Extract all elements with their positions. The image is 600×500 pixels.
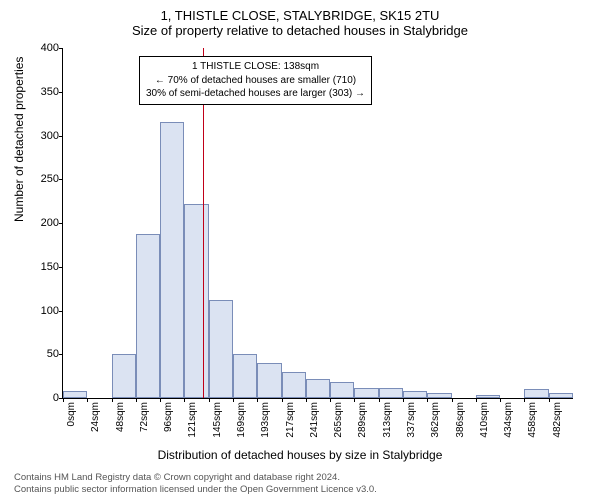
footer-attribution: Contains HM Land Registry data © Crown c… bbox=[14, 472, 377, 496]
x-tick-label: 458sqm bbox=[527, 402, 538, 438]
x-tick-mark bbox=[257, 398, 258, 402]
x-tick-label: 337sqm bbox=[406, 402, 417, 438]
x-tick-label: 72sqm bbox=[139, 402, 150, 432]
y-tick-mark bbox=[59, 92, 63, 93]
x-tick-mark bbox=[136, 398, 137, 402]
histogram-bar bbox=[282, 372, 306, 398]
x-tick-mark bbox=[354, 398, 355, 402]
histogram-bar bbox=[209, 300, 233, 398]
x-tick-label: 289sqm bbox=[357, 402, 368, 438]
x-tick-mark bbox=[403, 398, 404, 402]
x-tick-mark bbox=[549, 398, 550, 402]
histogram-bar bbox=[136, 234, 160, 399]
y-tick-label: 200 bbox=[19, 217, 59, 229]
y-tick-label: 150 bbox=[19, 261, 59, 273]
plot-area: 0501001502002503003504000sqm24sqm48sqm72… bbox=[62, 48, 572, 398]
histogram-bar bbox=[160, 122, 184, 398]
y-tick-label: 300 bbox=[19, 130, 59, 142]
x-tick-label: 121sqm bbox=[187, 402, 198, 438]
x-tick-mark bbox=[112, 398, 113, 402]
x-tick-mark bbox=[63, 398, 64, 402]
histogram-bar bbox=[330, 382, 354, 398]
histogram-bar bbox=[306, 379, 330, 398]
x-tick-label: 145sqm bbox=[212, 402, 223, 438]
histogram-bar bbox=[403, 391, 427, 398]
x-tick-label: 0sqm bbox=[66, 402, 77, 426]
footer-line1: Contains HM Land Registry data © Crown c… bbox=[14, 472, 377, 484]
histogram-bar bbox=[379, 388, 403, 399]
x-tick-mark bbox=[233, 398, 234, 402]
y-tick-label: 350 bbox=[19, 86, 59, 98]
y-tick-mark bbox=[59, 136, 63, 137]
y-tick-label: 400 bbox=[19, 42, 59, 54]
annotation-box: 1 THISTLE CLOSE: 138sqm← 70% of detached… bbox=[139, 56, 372, 105]
histogram-bar bbox=[549, 393, 573, 398]
x-tick-label: 313sqm bbox=[382, 402, 393, 438]
x-tick-label: 96sqm bbox=[163, 402, 174, 432]
y-tick-label: 0 bbox=[19, 392, 59, 404]
annotation-line: ← 70% of detached houses are smaller (71… bbox=[146, 74, 365, 88]
footer-line2: Contains public sector information licen… bbox=[14, 484, 377, 496]
x-tick-mark bbox=[184, 398, 185, 402]
x-tick-mark bbox=[306, 398, 307, 402]
y-tick-mark bbox=[59, 354, 63, 355]
x-tick-mark bbox=[87, 398, 88, 402]
chart-container: 1, THISTLE CLOSE, STALYBRIDGE, SK15 2TU … bbox=[0, 0, 600, 500]
y-tick-label: 250 bbox=[19, 173, 59, 185]
x-tick-mark bbox=[500, 398, 501, 402]
x-tick-label: 193sqm bbox=[260, 402, 271, 438]
histogram-bar bbox=[354, 388, 378, 399]
annotation-line: 1 THISTLE CLOSE: 138sqm bbox=[146, 60, 365, 74]
x-tick-label: 241sqm bbox=[309, 402, 320, 438]
x-tick-label: 265sqm bbox=[333, 402, 344, 438]
histogram-bar bbox=[63, 391, 87, 398]
x-tick-label: 217sqm bbox=[285, 402, 296, 438]
x-tick-mark bbox=[160, 398, 161, 402]
y-tick-mark bbox=[59, 48, 63, 49]
x-tick-mark bbox=[330, 398, 331, 402]
y-tick-mark bbox=[59, 311, 63, 312]
histogram-bar bbox=[427, 393, 451, 398]
y-tick-label: 50 bbox=[19, 348, 59, 360]
y-tick-mark bbox=[59, 267, 63, 268]
x-tick-label: 482sqm bbox=[552, 402, 563, 438]
x-axis-label: Distribution of detached houses by size … bbox=[0, 448, 600, 462]
histogram-bar bbox=[257, 363, 281, 398]
x-tick-label: 362sqm bbox=[430, 402, 441, 438]
x-tick-mark bbox=[282, 398, 283, 402]
histogram-bar bbox=[476, 395, 500, 399]
plot: 0501001502002503003504000sqm24sqm48sqm72… bbox=[62, 48, 573, 399]
x-tick-mark bbox=[476, 398, 477, 402]
chart-title-main: 1, THISTLE CLOSE, STALYBRIDGE, SK15 2TU bbox=[0, 0, 600, 23]
histogram-bar bbox=[184, 204, 208, 398]
x-tick-mark bbox=[209, 398, 210, 402]
x-tick-label: 410sqm bbox=[479, 402, 490, 438]
histogram-bar bbox=[233, 354, 257, 398]
x-tick-mark bbox=[379, 398, 380, 402]
histogram-bar bbox=[112, 354, 136, 398]
x-tick-label: 386sqm bbox=[455, 402, 466, 438]
x-tick-mark bbox=[452, 398, 453, 402]
x-tick-label: 169sqm bbox=[236, 402, 247, 438]
histogram-bar bbox=[524, 389, 548, 398]
y-tick-mark bbox=[59, 223, 63, 224]
chart-title-sub: Size of property relative to detached ho… bbox=[0, 23, 600, 42]
annotation-line: 30% of semi-detached houses are larger (… bbox=[146, 87, 365, 101]
x-tick-mark bbox=[427, 398, 428, 402]
x-tick-mark bbox=[524, 398, 525, 402]
x-tick-label: 434sqm bbox=[503, 402, 514, 438]
y-tick-label: 100 bbox=[19, 305, 59, 317]
x-tick-label: 24sqm bbox=[90, 402, 101, 432]
y-tick-mark bbox=[59, 179, 63, 180]
x-tick-label: 48sqm bbox=[115, 402, 126, 432]
